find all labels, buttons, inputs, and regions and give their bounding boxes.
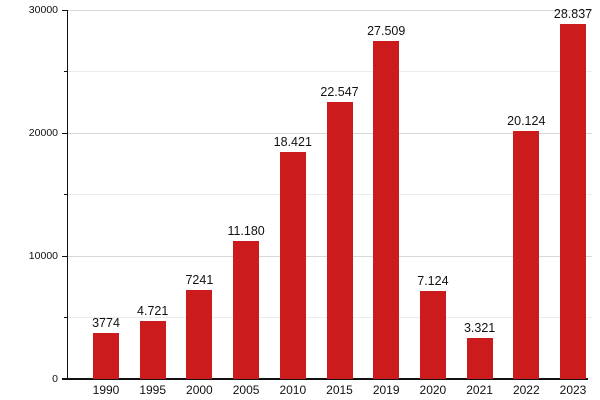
gridline-minor [68,71,592,72]
bar-value-label: 4.721 [137,303,169,318]
bar-value-label: 7.124 [417,274,449,289]
x-axis-tick-label: 2015 [326,383,353,397]
x-axis-tick-label: 1990 [92,383,120,397]
bar [466,338,493,379]
x-axis-tick-label: 2020 [419,383,447,397]
x-axis-tick-label: 2022 [512,383,540,397]
bar-value-label: 7241 [185,272,214,287]
y-axis-minor-tick [64,317,68,318]
bar-value-label: 11.180 [227,224,265,239]
bar [560,24,586,379]
x-axis-tick-label: 2010 [279,383,307,397]
bar [233,241,260,379]
x-axis-tick-label: 2023 [559,383,587,397]
bar [279,152,306,379]
bar-value-label: 27.509 [367,23,406,38]
y-axis-tick-label: 20000 [28,126,58,139]
y-axis-major-tick [62,9,68,11]
bar [326,101,353,379]
bar [513,131,540,379]
y-axis-major-tick [62,132,68,134]
bar-value-label: 22.547 [320,84,359,99]
x-axis-tick-label: 1995 [139,383,167,397]
x-axis-line [62,378,588,380]
bar-value-label: 28.837 [553,7,593,22]
y-axis-tick-label: 30000 [28,3,58,16]
bar-value-label: 20.124 [507,114,546,129]
bar-value-label: 18.421 [273,135,312,150]
y-axis-minor-tick [64,71,68,72]
bar-value-label: 3774 [92,315,120,330]
x-axis-tick-label: 2005 [232,383,260,397]
y-axis-minor-tick [64,194,68,195]
bar [419,291,446,379]
bar [93,332,119,379]
bar [139,320,166,379]
y-axis-major-tick [62,255,68,257]
x-axis-tick-label: 2019 [372,383,400,397]
bar-value-label: 3.321 [463,321,496,336]
y-axis-tick-label: 10000 [28,249,58,262]
bar [186,289,213,379]
x-axis-tick-label: 2000 [186,383,213,397]
gridline-major [68,9,592,11]
x-axis-tick-label: 2021 [466,383,493,397]
bar [373,40,400,379]
y-axis-line [66,10,68,380]
y-axis-tick-label: 0 [52,372,58,385]
